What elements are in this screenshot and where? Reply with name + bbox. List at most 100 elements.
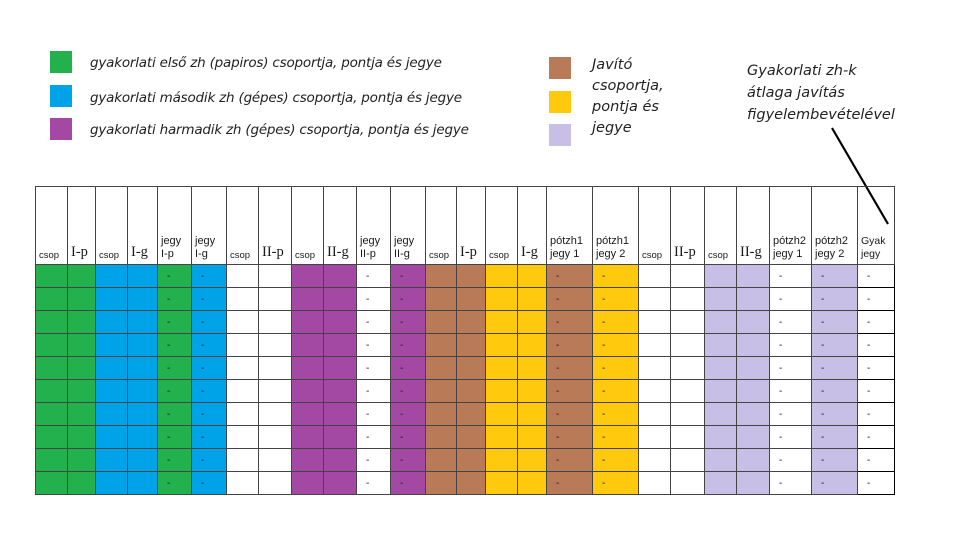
javito-line: jegye — [592, 120, 632, 136]
table-cell — [425, 264, 457, 288]
column-header: I-g — [517, 186, 547, 265]
table-cell — [258, 448, 292, 472]
table-cell — [291, 310, 324, 334]
table-cell: - — [157, 448, 192, 472]
table-cell — [127, 264, 158, 288]
table-cell — [67, 356, 96, 380]
table-cell — [323, 379, 357, 403]
table-cell: - — [356, 333, 391, 357]
table-cell — [291, 448, 324, 472]
table-cell — [517, 471, 547, 495]
table-cell — [456, 356, 486, 380]
table-cell — [736, 402, 770, 426]
table-cell — [291, 333, 324, 357]
table-cell: - — [390, 471, 426, 495]
table-cell — [226, 448, 259, 472]
table-cell: - — [191, 333, 227, 357]
table-cell — [258, 333, 292, 357]
table-cell: - — [390, 287, 426, 311]
table-cell: - — [811, 471, 858, 495]
table-cell: - — [356, 425, 391, 449]
table-cell — [670, 333, 705, 357]
table-cell: - — [157, 471, 192, 495]
note-line: figyelembevételével — [747, 107, 895, 123]
column-header: pótzh1 jegy 1 — [546, 186, 593, 265]
header-line: pótzh1 — [550, 235, 584, 247]
legend-swatch-purple — [50, 118, 72, 140]
grade-table: csop I-p csop I-g jegy I-p jegy I-g csop II-p csop… — [35, 186, 895, 495]
table-cell — [425, 287, 457, 311]
header-line: jegy 2 — [815, 248, 845, 260]
table-cell — [35, 471, 68, 495]
table-cell: - — [546, 264, 593, 288]
column-header: pótzh2 jegy 1 — [769, 186, 812, 265]
table-cell: - — [857, 402, 895, 426]
table-cell: - — [356, 264, 391, 288]
table-cell — [704, 356, 737, 380]
table-cell — [670, 264, 705, 288]
table-cell — [95, 425, 128, 449]
table-cell — [517, 264, 547, 288]
legend-label-blue: gyakorlati második zh (gépes) csoportja,… — [90, 90, 462, 106]
table-cell — [670, 402, 705, 426]
table-cell — [485, 379, 518, 403]
table-cell: - — [390, 333, 426, 357]
legend-swatch-blue — [50, 85, 72, 107]
column-header: II-p — [258, 186, 292, 265]
table-cell — [704, 425, 737, 449]
table-cell — [670, 310, 705, 334]
table-cell: - — [546, 471, 593, 495]
table-cell — [638, 310, 671, 334]
table-cell — [323, 310, 357, 334]
table-cell — [425, 356, 457, 380]
column-header: pótzh1 jegy 2 — [592, 186, 639, 265]
table-cell — [638, 264, 671, 288]
table-cell — [638, 379, 671, 403]
table-cell — [456, 379, 486, 403]
table-row: --------- — [35, 310, 895, 334]
table-cell: - — [390, 402, 426, 426]
table-cell — [638, 333, 671, 357]
table-cell: - — [191, 287, 227, 311]
table-cell — [517, 379, 547, 403]
header-line: jegy — [861, 248, 881, 260]
column-header: csop — [291, 186, 324, 265]
table-cell — [291, 287, 324, 311]
table-cell — [67, 310, 96, 334]
table-cell — [226, 310, 259, 334]
table-cell — [67, 425, 96, 449]
column-header: jegy I-p — [157, 186, 192, 265]
table-cell — [127, 356, 158, 380]
table-cell — [323, 448, 357, 472]
header-line: jegy — [360, 235, 381, 247]
header-line: jegy — [161, 235, 182, 247]
table-cell — [704, 471, 737, 495]
table-cell — [425, 379, 457, 403]
table-cell — [485, 310, 518, 334]
column-header: csop — [485, 186, 518, 265]
table-cell — [638, 402, 671, 426]
table-cell: - — [356, 379, 391, 403]
table-cell — [291, 402, 324, 426]
table-cell — [736, 310, 770, 334]
table-cell — [323, 264, 357, 288]
legend-swatch-brown — [549, 57, 571, 79]
table-cell: - — [191, 402, 227, 426]
legend-label-javito: Javító csoportja, pontja és jegye — [592, 55, 664, 139]
table-cell — [456, 471, 486, 495]
table-cell: - — [157, 425, 192, 449]
table-cell: - — [592, 448, 639, 472]
table-cell — [95, 264, 128, 288]
table-cell: - — [769, 333, 812, 357]
table-cell — [736, 425, 770, 449]
table-cell: - — [769, 471, 812, 495]
column-header: csop — [226, 186, 259, 265]
table-row: --------- — [35, 356, 895, 380]
table-cell — [95, 471, 128, 495]
table-cell: - — [592, 333, 639, 357]
table-cell — [95, 310, 128, 334]
table-cell — [736, 333, 770, 357]
table-cell — [517, 333, 547, 357]
table-cell — [35, 310, 68, 334]
table-cell: - — [857, 287, 895, 311]
